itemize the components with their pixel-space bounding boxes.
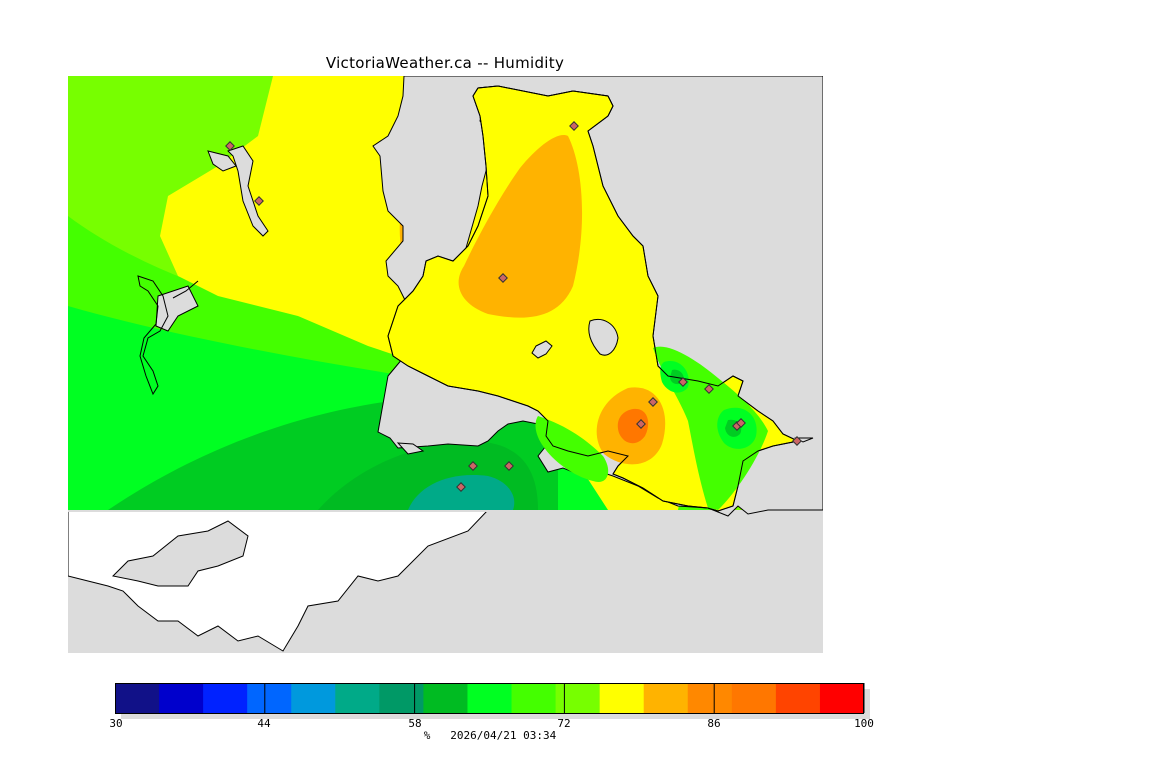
- west-coast-lines: [137, 275, 199, 396]
- colorbar-swatch: [643, 683, 689, 713]
- station-marker: [648, 397, 658, 407]
- colorbar-swatch: [291, 683, 336, 713]
- legend-tick-label: 30: [109, 717, 123, 730]
- colorbar-swatch: [775, 683, 821, 713]
- humidity-contour-map: [68, 76, 823, 653]
- colorbar-swatch: [687, 683, 733, 713]
- colorbar-swatch: [467, 683, 513, 713]
- station-marker: [504, 461, 514, 471]
- station-marker: [254, 196, 264, 206]
- station-marker: [456, 482, 466, 492]
- station-marker: [468, 461, 478, 471]
- station-marker: [225, 141, 235, 151]
- legend-tick-label: 72: [557, 717, 571, 730]
- colorbar-swatch: [247, 683, 292, 713]
- colorbar-swatch: [203, 683, 248, 713]
- station-marker: [678, 377, 688, 387]
- colorbar-swatch: [115, 683, 160, 713]
- legend-tick-label: 44: [257, 717, 271, 730]
- colorbar-swatch: [511, 683, 557, 713]
- station-markers: [225, 121, 802, 492]
- station-marker: [636, 419, 646, 429]
- saanich-peninsula: [387, 85, 800, 512]
- station-marker: [498, 273, 508, 283]
- station-marker: [704, 384, 714, 394]
- colorbar-swatch: [159, 683, 204, 713]
- legend-unit: %: [423, 729, 431, 742]
- colorbar-swatch: [555, 683, 601, 713]
- colorbar-swatch: [599, 683, 645, 713]
- legend-tick-label: 58: [408, 717, 422, 730]
- colorbar-swatch: [335, 683, 380, 713]
- colorbar-swatch: [423, 683, 468, 713]
- station-marker: [792, 436, 802, 446]
- map-title: VictoriaWeather.ca -- Humidity: [325, 54, 565, 72]
- legend-tick-label: 100: [854, 717, 874, 730]
- colorbar-swatch: [819, 683, 865, 713]
- station-marker: [569, 121, 579, 131]
- legend-tick-label: 86: [707, 717, 721, 730]
- station-marker: [736, 418, 746, 428]
- legend-timestamp: 2026/04/21 03:34: [450, 729, 557, 742]
- legend-caption: % 2026/04/21 03:34: [0, 729, 980, 742]
- colorbar-swatch: [731, 683, 777, 713]
- colorbar-swatch: [379, 683, 424, 713]
- humidity-color-legend: [114, 683, 875, 723]
